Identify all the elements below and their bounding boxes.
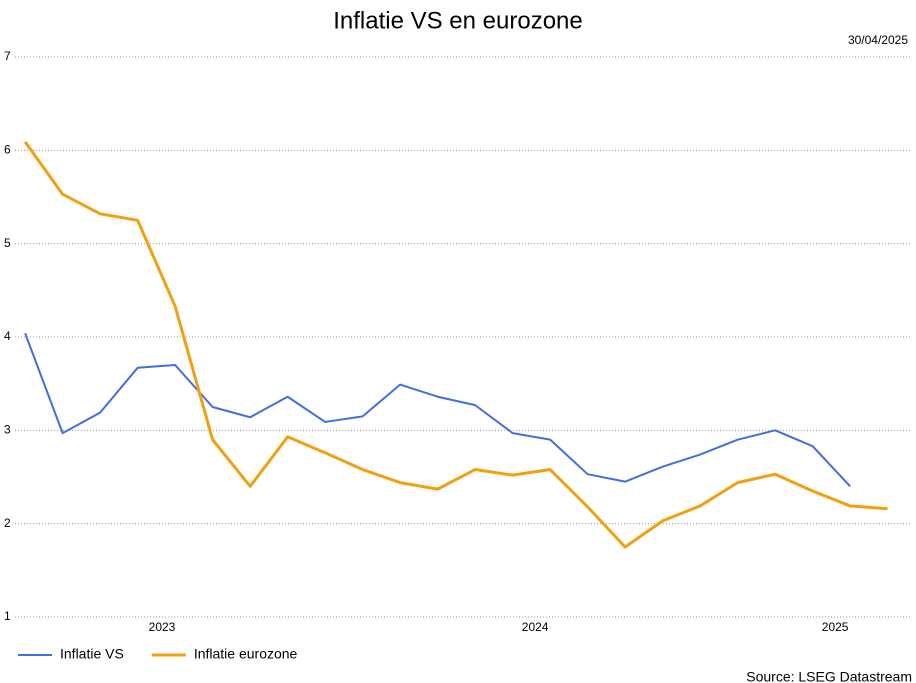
source-label: Source: LSEG Datastream	[746, 669, 912, 683]
y-tick-label: 3	[4, 423, 11, 437]
x-tick-label: 2023	[149, 620, 176, 634]
x-tick-label: 2024	[522, 620, 549, 634]
date-label: 30/04/2025	[848, 33, 908, 47]
y-tick-label: 6	[4, 143, 11, 157]
series-line	[23, 141, 888, 549]
y-tick-label: 2	[4, 516, 11, 530]
legend-label: Inflatie eurozone	[194, 646, 298, 662]
y-tick-label: 1	[4, 609, 11, 623]
y-tick-label: 5	[4, 236, 11, 250]
y-tick-label: 4	[4, 329, 11, 343]
chart-title: Inflatie VS en eurozone	[333, 7, 583, 34]
y-tick-label: 7	[4, 49, 11, 63]
series-line	[24, 332, 851, 488]
x-tick-label: 2025	[822, 620, 849, 634]
legend-label: Inflatie VS	[60, 646, 124, 662]
